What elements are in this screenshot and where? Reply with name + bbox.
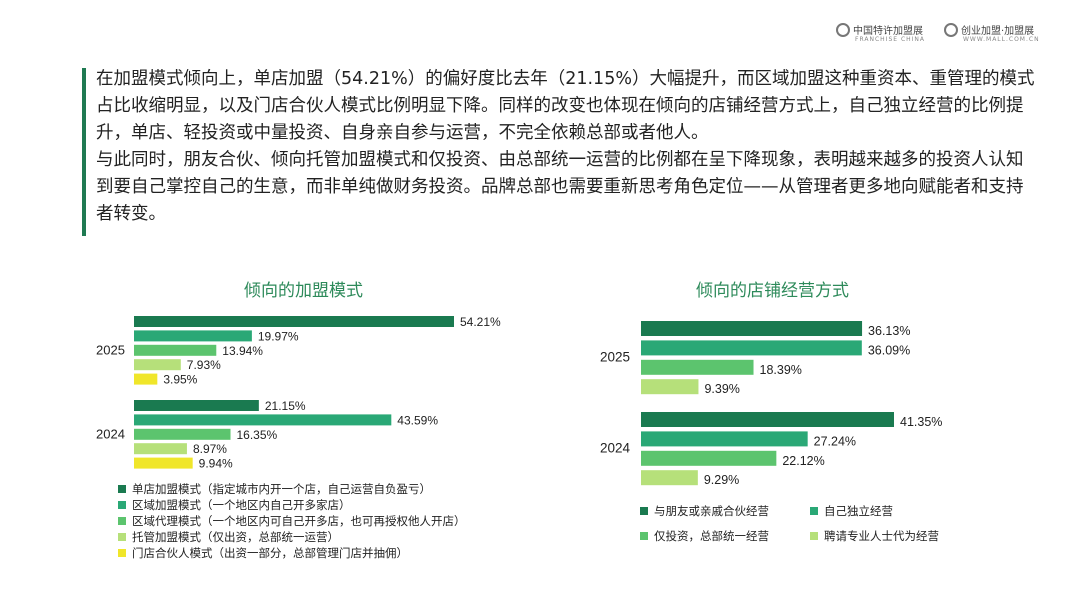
legend-label: 聘请专业人士代为经营 [824, 529, 939, 543]
legend-swatch [118, 485, 126, 493]
bar-0-2024-4 [134, 457, 193, 469]
group-label-2024: 2024 [600, 441, 631, 456]
bar-0-2025-0 [134, 316, 454, 327]
value-label-0-2025-3: 7.93% [187, 358, 221, 372]
legend-swatch [640, 507, 648, 515]
bar-1-2025-1 [641, 340, 862, 356]
legend-label: 门店合伙人模式（出资一部分，总部管理门店并抽佣） [132, 546, 408, 560]
value-label-1-2025-3: 9.39% [704, 382, 739, 396]
value-label-0-2025-0: 54.21% [460, 315, 501, 329]
legend-item: 聘请专业人士代为经营 [810, 528, 980, 544]
chart-title-franchise-mode: 倾向的加盟模式 [244, 281, 363, 301]
value-label-0-2024-0: 21.15% [265, 399, 306, 413]
legend-franchise-mode: 单店加盟模式（指定城市内开一个店，自己运营自负盈亏） 区域加盟模式（一个地区内自己… [118, 481, 466, 561]
bar-1-2025-0 [641, 321, 863, 336]
legend-label: 自己独立经营 [824, 504, 893, 518]
group-label-2025: 2025 [600, 350, 630, 365]
legend-label: 区域代理模式（一个地区内可自己开多店，也可再授权他人开店） [132, 514, 466, 528]
bar-0-2025-3 [134, 359, 181, 371]
legend-swatch [118, 533, 126, 541]
legend-label: 单店加盟模式（指定城市内开一个店，自己运营自负盈亏） [132, 482, 431, 496]
legend-swatch [640, 532, 648, 540]
legend-swatch [118, 501, 126, 509]
legend-item: 单店加盟模式（指定城市内开一个店，自己运营自负盈亏） [118, 481, 466, 497]
legend-label: 仅投资，总部统一经营 [654, 529, 769, 543]
value-label-0-2024-2: 16.35% [237, 428, 278, 442]
legend-label: 与朋友或亲戚合伙经营 [654, 504, 769, 518]
franchise-logo-icon [836, 22, 850, 37]
legend-item: 区域代理模式（一个地区内可自己开多店，也可再授权他人开店） [118, 513, 466, 529]
value-label-0-2024-4: 9.94% [199, 457, 233, 471]
legend-swatch [118, 549, 126, 557]
franchise-china-logo: 中国特许加盟展 FRANCHISE CHINA [836, 22, 924, 43]
legend-item: 与朋友或亲戚合伙经营 [640, 503, 810, 519]
value-label-1-2025-1: 36.09% [868, 343, 910, 357]
bar-1-2024-3 [641, 470, 698, 486]
summary-paragraph-2: 与此同时，朋友合伙、倾向托管加盟模式和仅投资、由总部统一运营的比例都在呈下降现象… [96, 150, 1024, 224]
bar-0-2024-2 [134, 428, 231, 440]
value-label-0-2025-1: 19.97% [258, 329, 299, 343]
value-label-0-2025-4: 3.95% [163, 373, 197, 387]
value-label-0-2025-2: 13.94% [222, 344, 263, 358]
bar-0-2024-1 [134, 414, 392, 426]
legend-swatch [118, 517, 126, 525]
bar-1-2024-1 [641, 431, 808, 447]
legend-item: 区域加盟模式（一个地区内自己开多家店） [118, 497, 466, 513]
value-label-1-2025-2: 18.39% [760, 363, 802, 377]
accent-bar [82, 68, 86, 236]
bar-0-2025-1 [134, 330, 252, 342]
bar-1-2024-0 [641, 412, 894, 427]
chart-title-store-operation: 倾向的店铺经营方式 [696, 281, 849, 301]
legend-item: 仅投资，总部统一经营 [640, 528, 810, 544]
group-label-2025: 2025 [96, 342, 125, 357]
bar-0-2025-2 [134, 344, 217, 356]
legend-swatch [810, 507, 818, 515]
legend-swatch [810, 532, 818, 540]
legend-label: 区域加盟模式（一个地区内自己开多家店） [132, 498, 351, 512]
value-label-1-2025-0: 36.13% [868, 324, 910, 338]
value-label-0-2024-1: 43.59% [397, 413, 438, 427]
summary-paragraph-1: 在加盟模式倾向上，单店加盟（54.21%）的偏好度比去年（21.15%）大幅提升… [96, 69, 1035, 143]
legend-item: 托管加盟模式（仅出资，总部统一运营） [118, 529, 466, 545]
legend-item: 自己独立经营 [810, 503, 980, 519]
legend-item: 门店合伙人模式（出资一部分，总部管理门店并抽佣） [118, 545, 466, 561]
value-label-0-2024-3: 8.97% [193, 442, 227, 456]
bar-0-2024-0 [134, 400, 259, 411]
bar-1-2025-2 [641, 359, 754, 375]
legend-label: 托管加盟模式（仅出资，总部统一运营） [132, 530, 339, 544]
value-label-1-2024-1: 27.24% [814, 434, 856, 448]
value-label-1-2024-0: 41.35% [900, 415, 942, 429]
value-label-1-2024-2: 22.12% [782, 454, 824, 468]
mall-logo: 创业加盟·加盟展 WWW.MALL.COM.CN [944, 22, 1039, 43]
legend-store-operation: 与朋友或亲戚合伙经营 自己独立经营仅投资，总部统一经营 聘请专业人士代为经营 [640, 503, 980, 544]
group-label-2024: 2024 [96, 426, 125, 441]
bar-1-2024-2 [641, 450, 777, 466]
bar-1-2025-3 [641, 379, 699, 395]
summary-text: 在加盟模式倾向上，单店加盟（54.21%）的偏好度比去年（21.15%）大幅提升… [96, 66, 1036, 228]
value-label-1-2024-3: 9.29% [704, 473, 739, 487]
bar-0-2024-3 [134, 443, 187, 455]
mall-logo-icon [944, 22, 958, 37]
bar-0-2025-4 [134, 373, 158, 385]
